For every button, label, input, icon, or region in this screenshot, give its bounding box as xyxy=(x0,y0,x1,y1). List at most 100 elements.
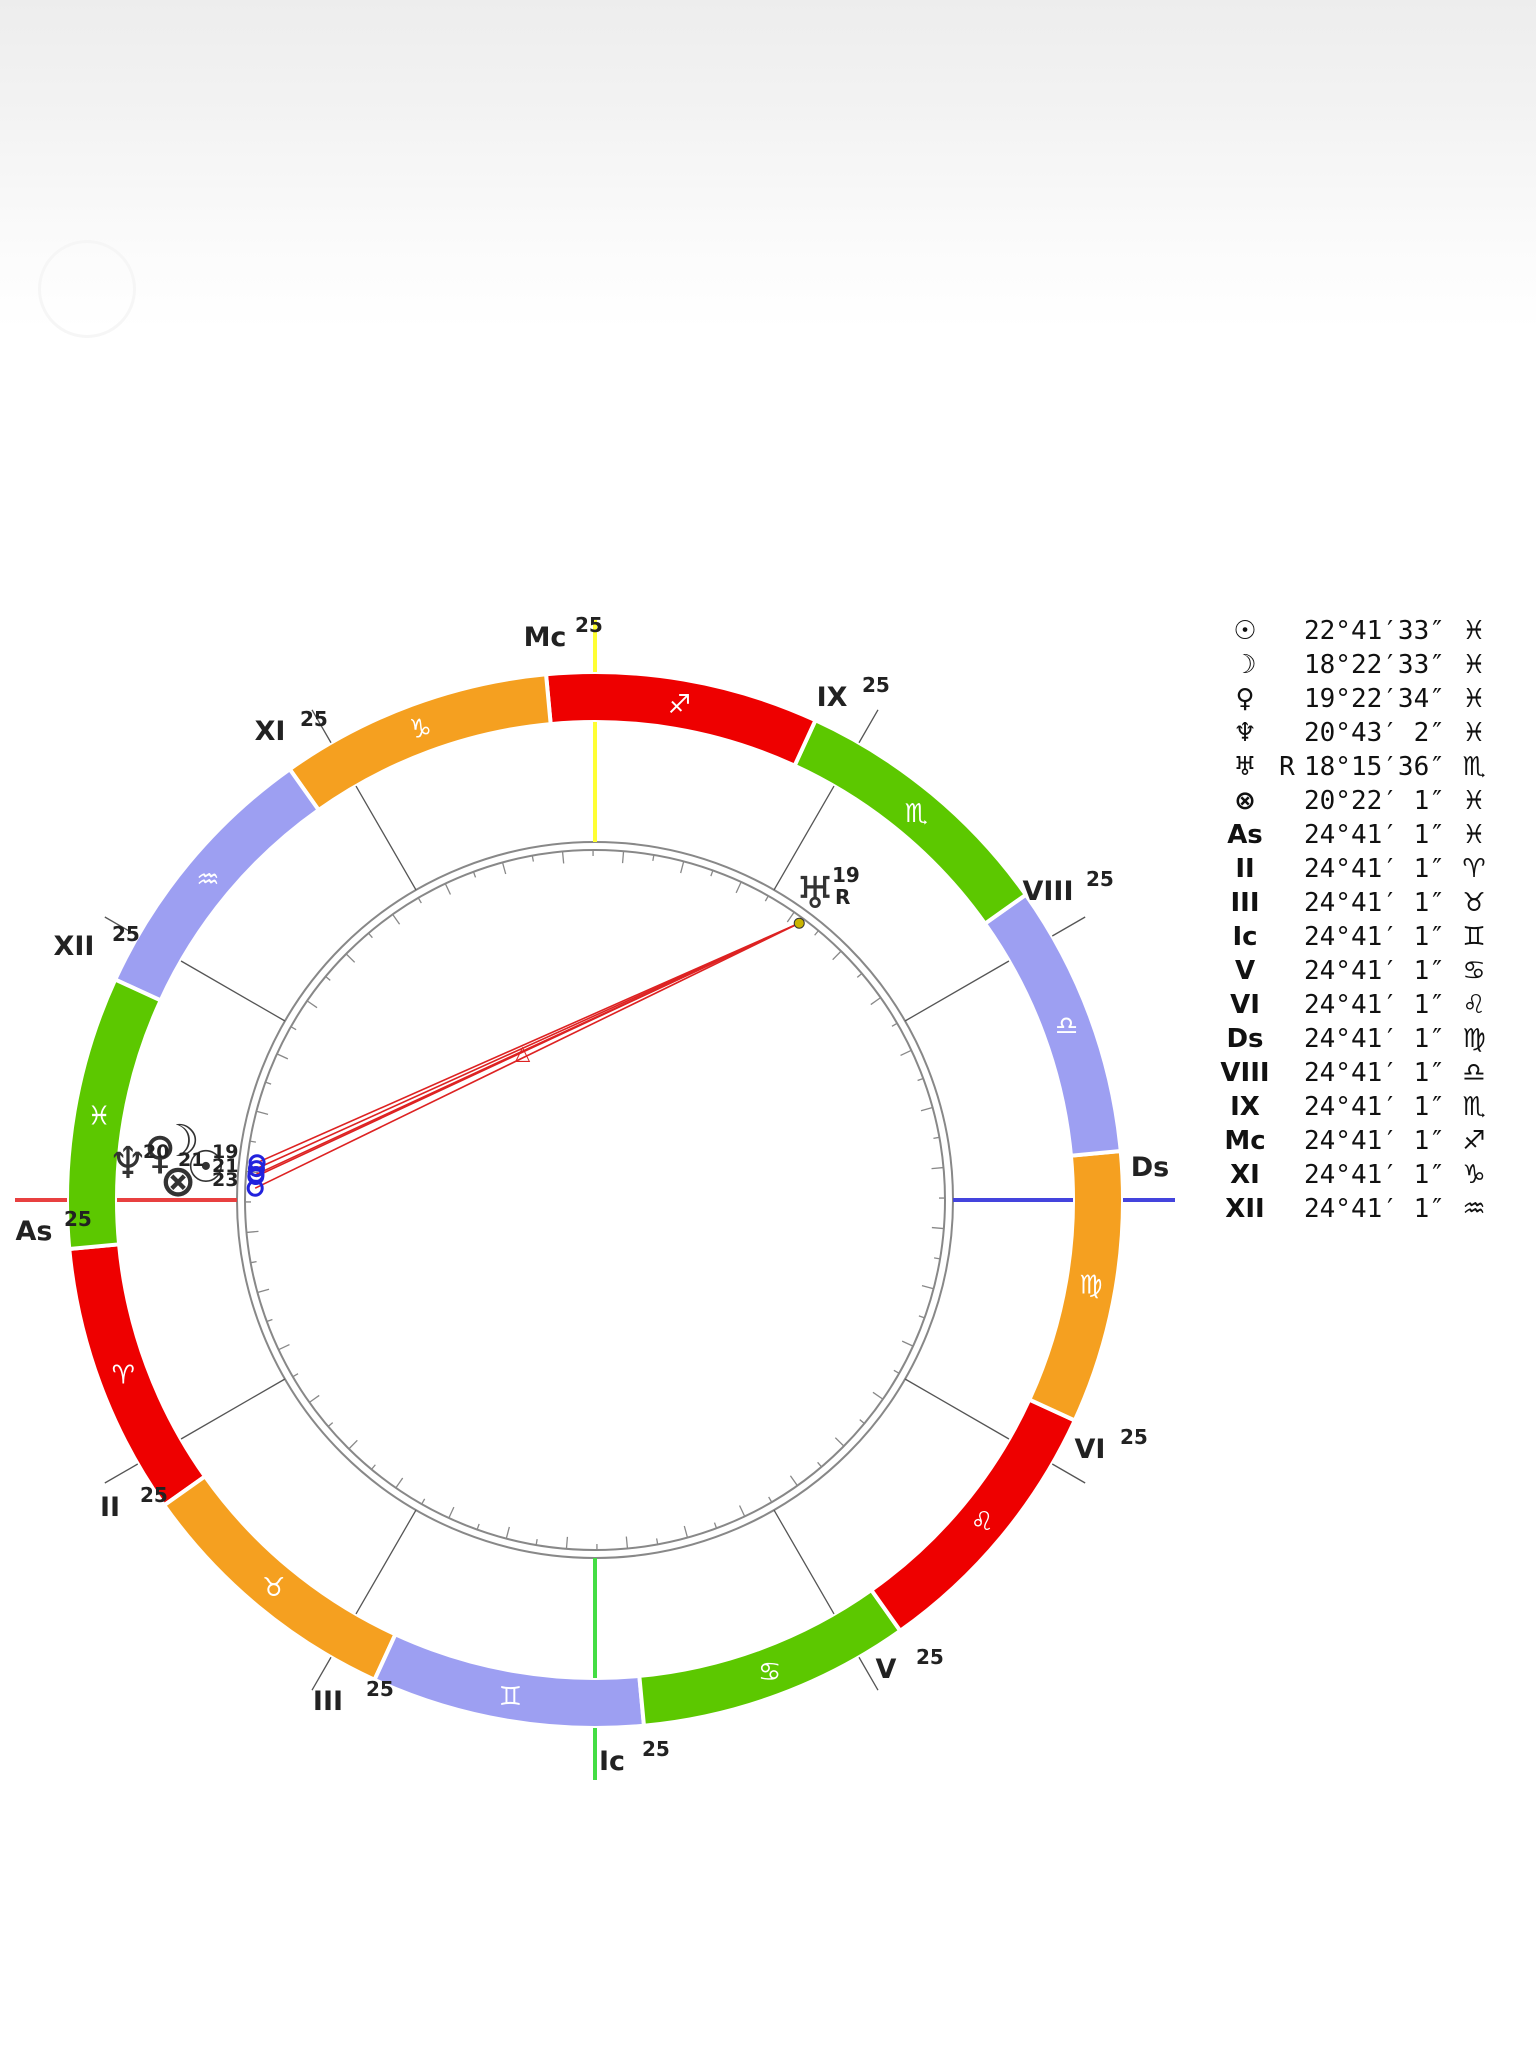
inner-circle-inner xyxy=(244,849,946,1551)
position-degree: 18°15′36″ xyxy=(1304,752,1445,782)
degree-tick xyxy=(306,1000,318,1009)
position-sign: ♓ xyxy=(1462,786,1486,816)
degree-tick xyxy=(292,1373,299,1378)
house-degree-label: 25 xyxy=(64,1207,92,1231)
degree-tick xyxy=(713,1522,718,1529)
position-degree: 24°41′ 1″ xyxy=(1304,1126,1445,1156)
position-symbol: VIII xyxy=(1220,1058,1270,1088)
degree-tick xyxy=(680,861,685,874)
position-sign: ♓ xyxy=(1462,616,1486,646)
positions-row-neptune: ♆ 20°43′ 2″ ♓ xyxy=(1220,716,1520,750)
degree-tick xyxy=(789,1475,798,1486)
planet-degree-label: 20 xyxy=(143,1141,169,1163)
degree-tick xyxy=(931,1226,944,1230)
house-cusp-line xyxy=(773,785,835,891)
positions-row-moon: ☽ 18°22′33″ ♓ xyxy=(1220,648,1520,682)
planet-glyph: ♆ xyxy=(108,1138,147,1189)
position-sign: ♉ xyxy=(1462,888,1486,918)
position-sign: ♋ xyxy=(1462,956,1486,986)
zodiac-sign-glyph: ♒ xyxy=(196,865,219,895)
retrograde-mark: R xyxy=(1279,752,1295,782)
position-symbol: ♅ xyxy=(1233,752,1257,782)
house-cusp-line xyxy=(180,960,286,1022)
zodiac-sign-glyph: ♓ xyxy=(88,1101,111,1131)
positions-table: ☉ 22°41′33″ ♓ ☽ 18°22′33″ ♓ ♀ 19°22′34″ ♓ ♆ 20°43′… xyxy=(1220,614,1520,1226)
zodiac-segment xyxy=(65,976,164,1252)
position-symbol: V xyxy=(1234,956,1256,986)
zodiac-segment xyxy=(67,1242,208,1509)
degree-tick xyxy=(392,914,401,925)
degree-tick xyxy=(278,1343,290,1351)
zodiac-segment xyxy=(982,891,1123,1158)
degree-tick xyxy=(768,1496,773,1503)
positions-row-house-12: XII 24°41′ 1″ ♒ xyxy=(1220,1192,1520,1226)
degree-tick xyxy=(368,932,373,939)
house-degree-label: 25 xyxy=(112,922,140,946)
position-degree: 24°41′ 1″ xyxy=(1304,1024,1445,1054)
positions-row-uranus: ♅ R 18°15′36″ ♏ xyxy=(1220,750,1520,784)
house-degree-label: 25 xyxy=(575,613,603,637)
degree-tick xyxy=(859,1419,865,1424)
positions-row-ds: Ds 24°41′ 1″ ♍ xyxy=(1220,1022,1520,1056)
positions-row-ic: Ic 24°41′ 1″ ♊ xyxy=(1220,920,1520,954)
position-sign: ♈ xyxy=(1462,854,1486,884)
degree-tick xyxy=(395,1477,404,1489)
degree-tick xyxy=(921,1285,934,1290)
house-cusp-line-outer xyxy=(1051,1463,1086,1484)
degree-tick xyxy=(327,1422,334,1427)
positions-row-venus: ♀ 19°22′34″ ♓ xyxy=(1220,682,1520,716)
position-sign: ♌ xyxy=(1462,990,1486,1020)
zodiac-sign-glyph: ♌ xyxy=(970,1507,993,1537)
house-label: As xyxy=(16,1216,53,1247)
house-label: XII xyxy=(54,931,95,962)
house-label: Ic xyxy=(599,1746,625,1777)
position-symbol: III xyxy=(1230,888,1260,918)
degree-tick xyxy=(900,1049,912,1057)
position-symbol: ♆ xyxy=(1233,718,1257,748)
house-cusp-line xyxy=(355,785,417,891)
position-sign: ♏ xyxy=(1462,1092,1486,1122)
position-symbol: Ds xyxy=(1226,1024,1264,1054)
aspect-line xyxy=(254,922,800,1189)
degree-tick xyxy=(246,1230,259,1234)
degree-tick xyxy=(652,854,655,862)
site-logo-icon xyxy=(38,240,136,338)
degree-tick xyxy=(345,953,356,963)
zodiac-sign-glyph: ♍ xyxy=(1079,1271,1102,1301)
house-cusp-line xyxy=(904,1378,1010,1440)
zodiac-sign-glyph: ♉ xyxy=(262,1573,285,1603)
position-symbol: XII xyxy=(1225,1194,1265,1224)
degree-tick xyxy=(505,1526,510,1539)
planet-glyph: ☉ xyxy=(186,1142,225,1193)
degree-tick xyxy=(683,1525,689,1538)
position-degree: 24°41′ 1″ xyxy=(1304,854,1445,884)
degree-tick xyxy=(710,870,714,877)
positions-row-house-8: VIII 24°41′ 1″ ♎ xyxy=(1220,1056,1520,1090)
position-symbol: II xyxy=(1235,854,1255,884)
position-sign: ♍ xyxy=(1462,1024,1486,1054)
positions-row-house-6: VI 24°41′ 1″ ♌ xyxy=(1220,988,1520,1022)
planet-glyph: ☽ xyxy=(160,1116,199,1167)
degree-tick xyxy=(348,1439,358,1450)
position-sign: ♓ xyxy=(1462,684,1486,714)
house-degree-label: 25 xyxy=(642,1737,670,1761)
house-degree-label: 25 xyxy=(1120,1425,1148,1449)
degree-tick xyxy=(920,1106,933,1112)
degree-tick xyxy=(891,1022,898,1027)
degree-tick xyxy=(786,911,795,923)
degree-tick xyxy=(501,862,507,875)
house-degree-label: 25 xyxy=(366,1677,394,1701)
planet-degree-label: 21 xyxy=(212,1155,238,1177)
house-label: Ds xyxy=(1131,1152,1169,1183)
house-degree-label: 25 xyxy=(140,1483,168,1507)
house-cusp-line-outer xyxy=(104,1463,139,1484)
position-symbol: VI xyxy=(1230,990,1260,1020)
degree-tick xyxy=(901,1340,914,1347)
degree-tick xyxy=(931,1166,944,1170)
planet-marker xyxy=(247,1160,265,1178)
planet-marker xyxy=(246,1179,264,1197)
position-degree: 19°22′34″ xyxy=(1304,684,1445,714)
position-symbol: Ic xyxy=(1232,922,1258,952)
position-sign: ♒ xyxy=(1462,1194,1486,1224)
position-degree: 24°41′ 1″ xyxy=(1304,1092,1445,1122)
